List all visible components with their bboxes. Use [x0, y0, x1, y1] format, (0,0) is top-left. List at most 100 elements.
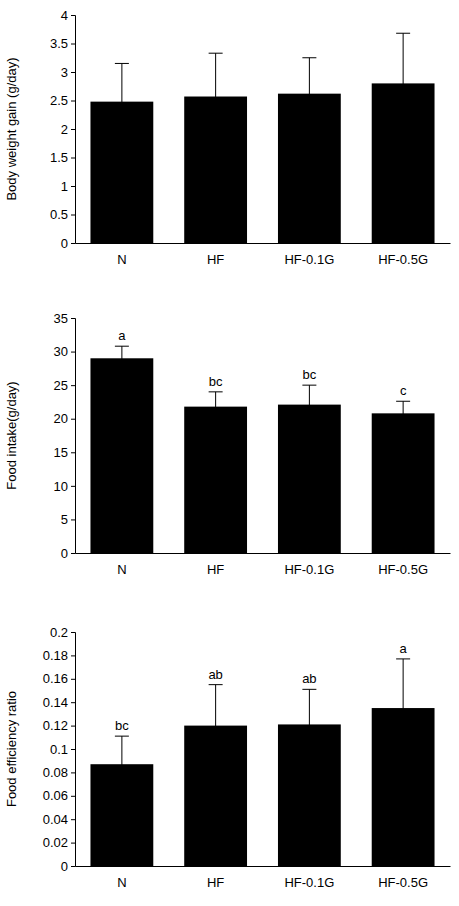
y-tick-mark	[71, 318, 75, 319]
y-axis-title: Food efficiency ratio	[4, 691, 19, 807]
chart-panel: bcababa00.020.040.060.080.10.120.140.160…	[4, 625, 451, 891]
error-cap	[115, 736, 129, 737]
y-tick: 0.12	[43, 718, 75, 733]
y-tick: 2.5	[50, 93, 75, 108]
y-tick: 20	[54, 411, 75, 426]
x-tick-label: HF	[207, 252, 224, 267]
y-tick-label: 0.06	[43, 788, 68, 803]
error-line	[215, 53, 216, 140]
y-axis: 00.511.522.533.54	[50, 8, 76, 251]
x-tick: N	[117, 866, 126, 890]
y-tick: 0.02	[43, 835, 75, 850]
y-axis-title: Food intake(g/day)	[4, 381, 19, 489]
x-axis-line	[76, 866, 451, 867]
plot-area	[90, 33, 434, 243]
y-tick-label: 25	[54, 378, 68, 393]
x-axis: N HF HF-0.1G HF-0.5G	[76, 866, 451, 890]
y-tick-label: 0.08	[43, 765, 68, 780]
error-line	[309, 689, 310, 759]
y-tick: 0.5	[50, 207, 75, 222]
y-tick-mark	[71, 44, 75, 45]
error-line	[403, 659, 404, 757]
x-tick: N	[117, 243, 126, 267]
y-tick-label: 0.14	[43, 695, 68, 710]
y-axis-line	[71, 633, 76, 867]
y-tick: 0.14	[43, 695, 75, 710]
y-tick: 3	[61, 65, 75, 80]
y-tick-label: 20	[54, 411, 68, 426]
significance-letter: bc	[303, 367, 317, 382]
error-cap	[209, 684, 223, 685]
y-tick-mark	[71, 632, 75, 633]
y-tick-label: 10	[54, 479, 68, 494]
y-tick-mark	[71, 352, 75, 353]
x-tick: HF-0.1G	[284, 866, 334, 890]
y-tick-mark	[71, 101, 75, 102]
x-tick-label: N	[117, 252, 126, 267]
bar	[278, 405, 341, 553]
x-tick-label: N	[117, 562, 126, 577]
y-tick: 35	[54, 311, 75, 326]
error-line	[309, 58, 310, 130]
y-tick: 0.06	[43, 788, 75, 803]
y-tick-mark	[71, 772, 75, 773]
x-axis-line	[76, 553, 451, 554]
y-tick-mark	[71, 186, 75, 187]
y-tick-label: 1.5	[50, 150, 68, 165]
chart-panel: abcbcc05101520253035NHFHF-0.1GHF-0.5GFoo…	[4, 311, 451, 578]
y-tick: 10	[54, 479, 75, 494]
error-bar	[115, 63, 129, 139]
y-tick-label: 15	[54, 445, 68, 460]
error-line	[121, 346, 122, 370]
y-tick: 0.04	[43, 812, 75, 827]
y-tick-mark	[71, 158, 75, 159]
y-tick-mark	[71, 486, 75, 487]
y-tick-mark	[71, 72, 75, 73]
significance-letter: ab	[208, 667, 222, 682]
x-tick-label: HF-0.5G	[378, 562, 428, 577]
x-tick: HF	[207, 243, 224, 267]
error-cap	[396, 401, 410, 402]
significance-letter: bc	[115, 718, 129, 733]
error-bar	[396, 659, 410, 757]
x-tick-label: HF-0.5G	[378, 875, 428, 890]
y-tick-mark	[71, 702, 75, 703]
error-cap	[209, 53, 223, 54]
y-tick-mark	[71, 385, 75, 386]
significance-letter: bc	[209, 374, 223, 389]
y-tick-label: 3	[61, 65, 68, 80]
x-tick: HF-0.5G	[378, 866, 428, 890]
error-line	[215, 685, 216, 767]
error-bar	[302, 385, 316, 424]
y-tick: 2	[61, 122, 75, 137]
y-tick-mark	[71, 243, 75, 244]
x-tick-label: HF	[207, 875, 224, 890]
y-tick-label: 0.18	[43, 648, 68, 663]
y-axis: 0 5 10 15 20 25 30 35	[54, 311, 76, 561]
x-tick: HF-0.5G	[378, 243, 428, 267]
x-axis: NHFHF-0.1GHF-0.5G	[76, 553, 451, 577]
error-line	[121, 736, 122, 792]
y-tick-label: 5	[61, 512, 68, 527]
x-tick-label: N	[117, 875, 126, 890]
y-tick: 1.5	[50, 150, 75, 165]
x-tick: HF-0.5G	[378, 553, 428, 577]
y-tick-label: 30	[54, 344, 68, 359]
significance-letter: a	[400, 641, 408, 656]
y-tick: 25	[54, 378, 75, 393]
x-axis-line	[76, 243, 451, 244]
y-tick-mark	[71, 419, 75, 420]
error-bar	[302, 689, 316, 759]
error-cap	[396, 658, 410, 659]
bar	[90, 358, 153, 553]
error-cap	[302, 385, 316, 386]
y-tick-mark	[71, 15, 75, 16]
y-tick-label: 0.02	[43, 835, 68, 850]
y-axis-line	[71, 319, 76, 554]
y-tick-label: 0	[61, 546, 68, 561]
error-bar	[209, 685, 223, 767]
y-tick: 0.16	[43, 671, 75, 686]
error-cap	[115, 346, 129, 347]
error-bar	[209, 53, 223, 140]
x-tick: HF	[207, 866, 224, 890]
